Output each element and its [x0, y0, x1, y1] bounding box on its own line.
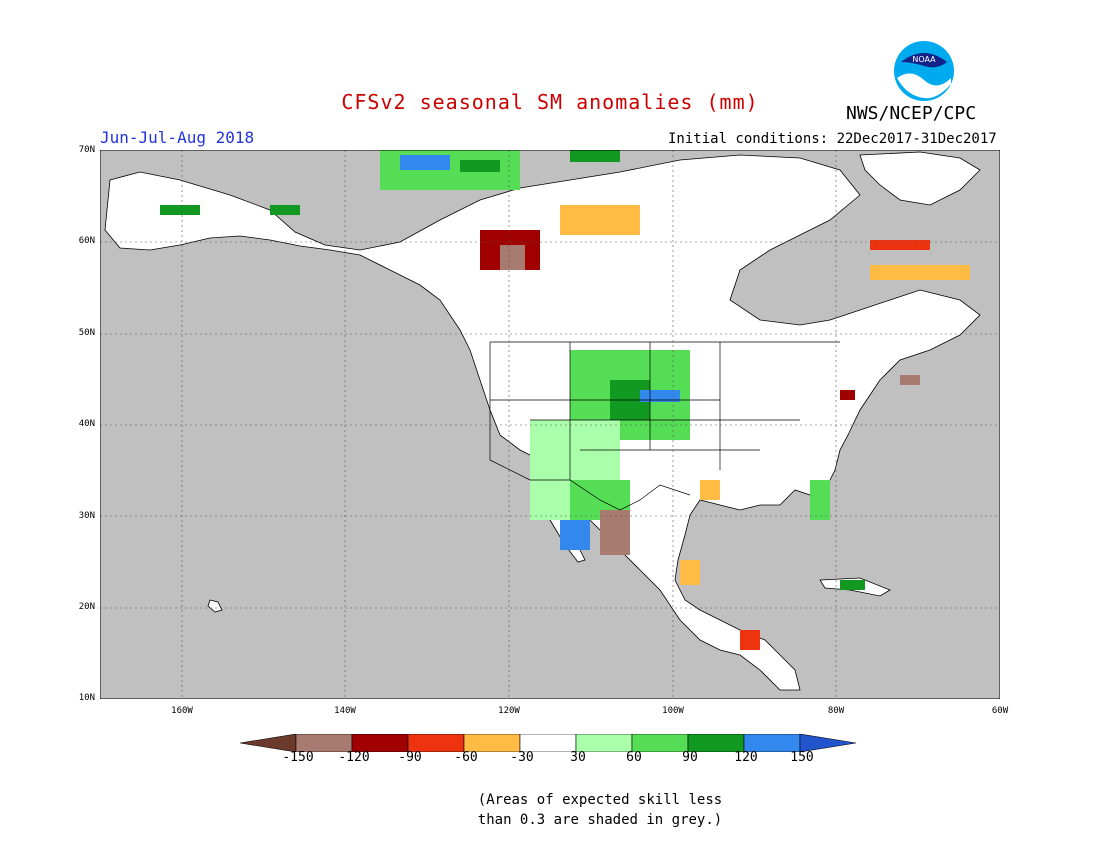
lat-label: 50N — [78, 328, 95, 338]
lon-label: 60W — [991, 706, 1009, 716]
lat-label: 40N — [78, 419, 95, 429]
grid — [100, 150, 1000, 699]
colorbar-tick: 60 — [626, 750, 642, 765]
noaa-logo-icon: NOAA — [894, 41, 954, 101]
colorbar-tick: 30 — [570, 750, 586, 765]
skill-note-line-2: than 0.3 are shaded in grey.) — [477, 812, 723, 828]
colorbar-tick: -30 — [510, 750, 534, 765]
noaa-logo-text: NOAA — [912, 55, 936, 64]
colorbar-tick: -90 — [398, 750, 422, 765]
agency-label: NWS/NCEP/CPC — [846, 103, 977, 124]
colorbar-tick: 90 — [682, 750, 698, 765]
lon-label: 140W — [334, 706, 356, 716]
lat-label: 20N — [78, 602, 95, 612]
map-title: CFSv2 seasonal SM anomalies (mm) — [341, 90, 759, 114]
colorbar-segment — [799, 734, 857, 752]
initial-conditions: Initial conditions: 22Dec2017-31Dec2017 — [668, 131, 997, 147]
lat-label: 30N — [78, 511, 95, 521]
borders — [489, 341, 840, 511]
lat-label: 70N — [78, 145, 95, 155]
colorbar-tick: 120 — [734, 750, 758, 765]
skill-note-line-1: (Areas of expected skill less — [477, 792, 723, 808]
lon-label: 100W — [662, 706, 684, 716]
colorbar-tick: -150 — [282, 750, 314, 765]
lat-label: 60N — [78, 236, 95, 246]
colorbar-tick: 150 — [790, 750, 814, 765]
colorbar — [240, 734, 857, 752]
soil-moisture-map — [100, 150, 1000, 699]
colorbar-tick: -120 — [338, 750, 370, 765]
forecast-period: Jun-Jul-Aug 2018 — [100, 128, 255, 147]
colorbar-tick: -60 — [454, 750, 478, 765]
lon-label: 80W — [827, 706, 845, 716]
lat-label: 10N — [78, 693, 95, 703]
lon-label: 160W — [171, 706, 193, 716]
lon-label: 120W — [498, 706, 520, 716]
